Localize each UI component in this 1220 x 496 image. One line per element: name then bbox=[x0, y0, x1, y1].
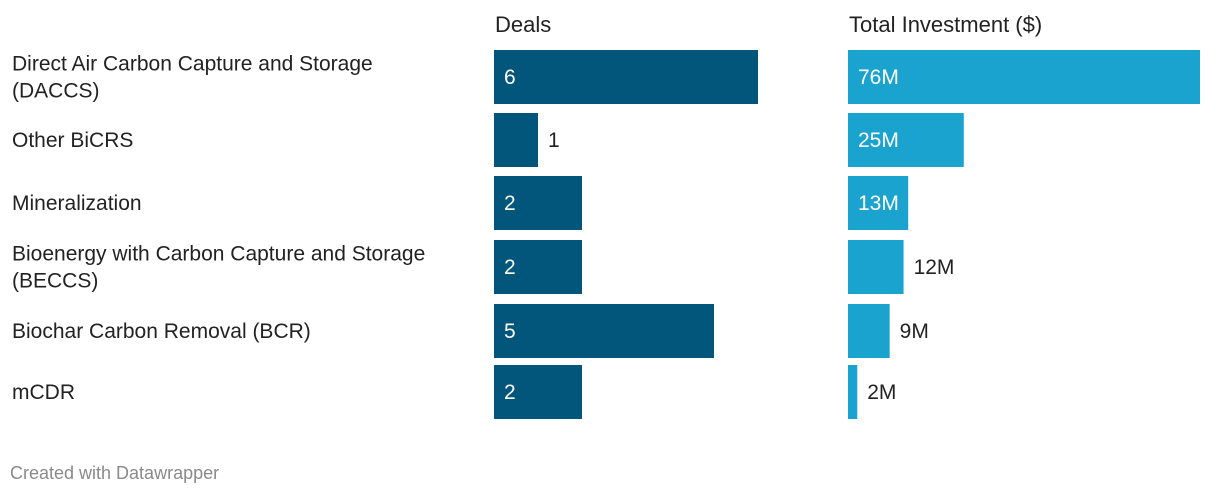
bar bbox=[848, 240, 904, 294]
category-labels: Direct Air Carbon Capture and Storage (DA… bbox=[12, 53, 425, 405]
category-label: Direct Air Carbon Capture and Storage bbox=[12, 53, 373, 76]
bar bbox=[848, 176, 909, 230]
category-label: (DACCS) bbox=[12, 80, 100, 103]
category-label: mCDR bbox=[12, 381, 75, 404]
data-label: 9M bbox=[900, 320, 929, 343]
series-deals: Deals 6 1 2 2 5 2 bbox=[494, 12, 758, 419]
category-label: Mineralization bbox=[12, 192, 142, 215]
data-label: 2 bbox=[504, 192, 516, 215]
bar bbox=[848, 365, 858, 419]
bar bbox=[494, 113, 538, 167]
bar bbox=[848, 50, 1200, 104]
category-label: Bioenergy with Carbon Capture and Storag… bbox=[12, 243, 425, 266]
data-label: 6 bbox=[504, 66, 516, 89]
data-label: 76M bbox=[858, 66, 899, 89]
data-label: 2 bbox=[504, 256, 516, 279]
bar bbox=[494, 176, 582, 230]
bar bbox=[494, 365, 582, 419]
bar bbox=[848, 304, 890, 358]
category-label: Biochar Carbon Removal (BCR) bbox=[12, 320, 311, 343]
column-header: Total Investment ($) bbox=[849, 12, 1042, 37]
data-label: 1 bbox=[548, 129, 560, 152]
bar bbox=[494, 240, 582, 294]
footer-credit: Created with Datawrapper bbox=[10, 463, 219, 483]
data-label: 13M bbox=[858, 192, 899, 215]
data-label: 25M bbox=[858, 129, 899, 152]
column-header: Deals bbox=[495, 12, 551, 37]
data-label: 12M bbox=[914, 256, 955, 279]
data-label: 5 bbox=[504, 320, 516, 343]
data-label: 2M bbox=[867, 381, 896, 404]
category-label: (BECCS) bbox=[12, 270, 98, 293]
bar bbox=[494, 304, 714, 358]
data-label: 2 bbox=[504, 381, 516, 404]
bar bbox=[848, 113, 964, 167]
category-label: Other BiCRS bbox=[12, 129, 133, 152]
bar-series: Deals 6 1 2 2 5 2 Total Investment ($) 76M 25M 13M… bbox=[494, 12, 1200, 419]
bar bbox=[494, 50, 758, 104]
series-total-investment: Total Investment ($) 76M 25M 13M 12M 9M 2M bbox=[848, 12, 1200, 419]
